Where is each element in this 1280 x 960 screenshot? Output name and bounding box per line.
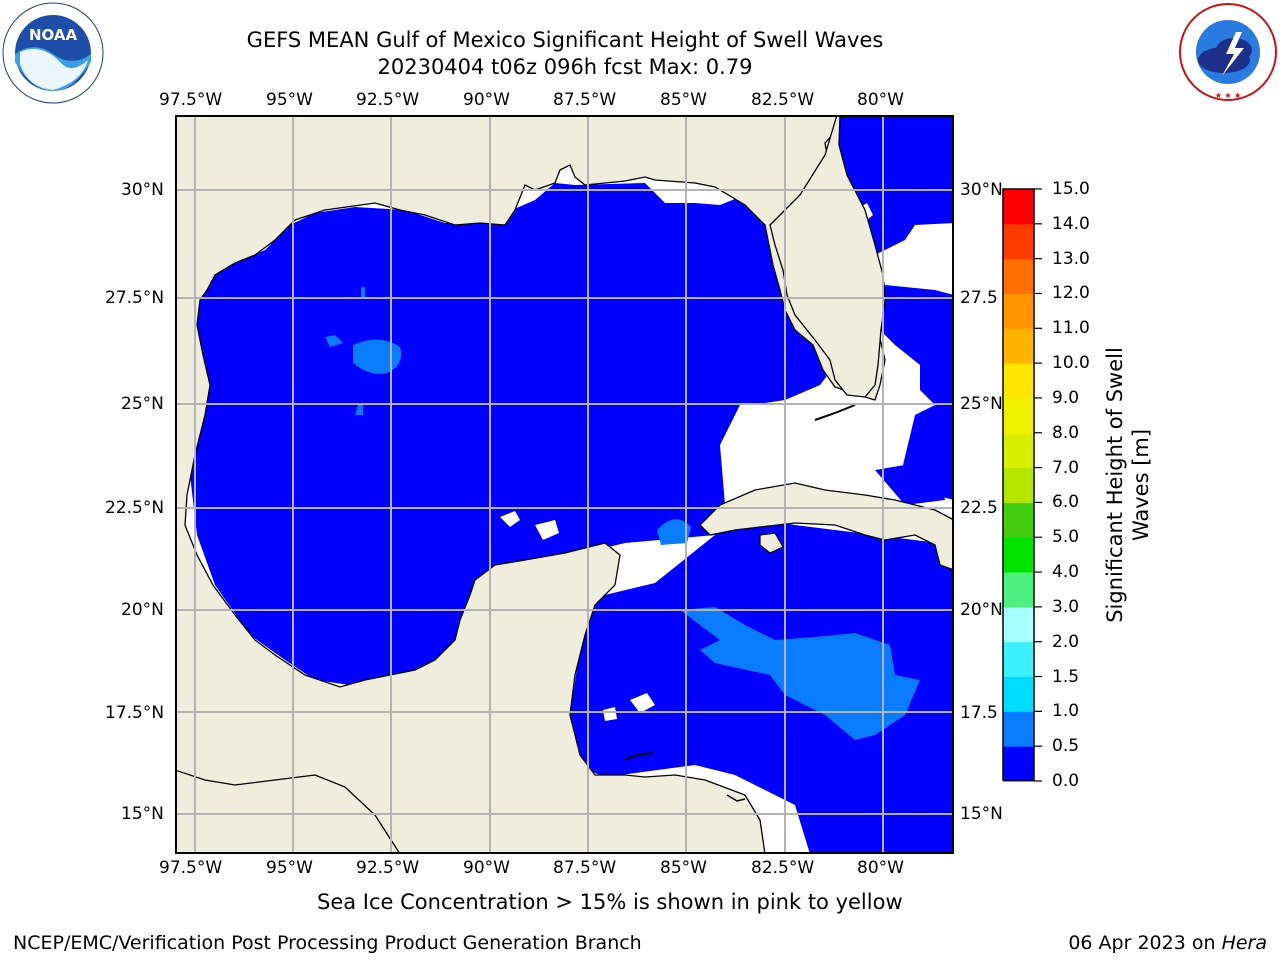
colorbar [1002,188,1042,782]
lon-label-bottom-5: 87.5°W [553,858,617,878]
lat-label-left-1: 30°N [121,180,164,200]
lat-label-right-1: 30°N [960,180,1003,200]
colorbar-bin [1003,363,1034,399]
swell-field-caribbean [570,513,954,854]
colorbar-tick-label: 1.5 [1052,666,1080,687]
land-florida [769,115,886,398]
lat-label-right-6: 17.5 [960,703,998,723]
swell-patch-caribbean-high [680,607,920,740]
colorbar-tick-label: 0.5 [1052,736,1080,757]
land-cuba [699,482,954,571]
lat-label-right-4: 22.5 [960,498,998,518]
footer-machine: Hera [1221,932,1267,954]
colorbar-bin [1003,641,1034,678]
map-frame [175,115,954,854]
lat-label-left-7: 15°N [121,804,164,824]
lon-label-top-1: 97.5°W [159,90,223,110]
lon-label-bottom-4: 90°W [463,858,510,878]
lat-label-right-2: 27.5 [960,288,998,308]
colorbar-tick-label: 10.0 [1052,353,1090,374]
colorbar-bin [1003,467,1034,503]
lon-label-top-2: 95°W [266,90,313,110]
lat-label-left-3: 25°N [121,394,164,414]
lon-label-top-7: 82.5°W [751,90,815,110]
colorbar-tick-label: 3.0 [1052,596,1080,617]
lat-label-left-6: 17.5°N [105,703,165,723]
graticule [175,115,954,854]
colorbar-bin [1003,328,1034,364]
footer-date: 06 Apr 2023 on Hera [1068,932,1267,954]
noaa-logo: NOAA [2,2,104,104]
colorbar-tick-label: 1.0 [1052,701,1080,722]
lon-label-bottom-6: 85°W [660,858,707,878]
lon-label-top-5: 87.5°W [553,90,617,110]
colorbar-tick-label: 0.0 [1052,771,1080,791]
swell-patch-yucatan-channel [657,519,691,545]
colorbar-tick-label: 9.0 [1052,387,1080,408]
colorbar-tick-label: 13.0 [1052,248,1090,269]
colorbar-bin [1003,293,1034,329]
colorbar-bin [1003,432,1034,469]
colorbar-bin [1003,223,1034,260]
lon-label-bottom-7: 82.5°W [751,858,815,878]
colorbar-tick-label: 15.0 [1052,179,1090,199]
lon-label-bottom-2: 95°W [266,858,313,878]
sea-ice-note: Sea Ice Concentration > 15% is shown in … [317,890,903,914]
swell-patch-central-gulf [353,339,402,374]
map-subtitle: 20230404 t06z 096h fcst Max: 0.79 [377,55,753,79]
colorbar-bin [1003,397,1034,434]
footer-date-text: 06 Apr 2023 on [1068,932,1222,954]
colorbar-tick-label: 11.0 [1052,318,1090,339]
lon-label-bottom-8: 80°W [857,858,904,878]
noaa-logo-text: NOAA [29,26,78,44]
colorbar-tick-label: 6.0 [1052,492,1080,513]
lon-label-bottom-3: 92.5°W [356,858,420,878]
colorbar-tick-label: 12.0 [1052,283,1090,304]
lat-label-right-5: 20°N [960,600,1003,620]
colorbar-tick-label: 4.0 [1052,562,1080,583]
colorbar-bin [1003,711,1034,747]
footer-branch: NCEP/EMC/Verification Post Processing Pr… [13,932,642,954]
nws-logo: ★ ★ ★ [1178,2,1278,102]
swell-field-gulf [190,183,835,685]
gulf-map [175,115,954,854]
colorbar-tick-label: 7.0 [1052,457,1080,478]
lat-label-left-4: 22.5°N [105,498,165,518]
colorbar-bin [1003,502,1034,538]
colorbar-bin [1003,746,1034,782]
lon-label-top-3: 92.5°W [356,90,420,110]
lat-label-right-7: 15°N [960,804,1003,824]
colorbar-tick-label: 2.0 [1052,631,1080,652]
svg-text:★ ★ ★: ★ ★ ★ [1215,91,1242,100]
colorbar-label-line1: Significant Height of Swell [1103,347,1127,623]
colorbar-label-line2: Waves [m] [1129,428,1153,542]
colorbar-bin [1003,676,1034,712]
lat-label-left-2: 27.5°N [105,288,165,308]
colorbar-bin [1003,537,1034,573]
colorbar-bin [1003,606,1034,643]
lon-label-top-8: 80°W [857,90,904,110]
lat-label-right-3: 25°N [960,394,1003,414]
swell-field-bahamas [875,460,945,505]
colorbar-tick-label: 8.0 [1052,422,1080,443]
lon-label-bottom-1: 97.5°W [159,858,223,878]
colorbar-bin [1003,189,1034,225]
lon-label-top-6: 85°W [660,90,707,110]
lat-label-left-5: 20°N [121,600,164,620]
colorbar-bin [1003,572,1034,608]
lon-label-top-4: 90°W [463,90,510,110]
colorbar-tick-label: 14.0 [1052,213,1090,234]
map-title: GEFS MEAN Gulf of Mexico Significant Hei… [246,28,884,52]
colorbar-tick-label: 5.0 [1052,527,1080,548]
colorbar-bin [1003,258,1034,294]
